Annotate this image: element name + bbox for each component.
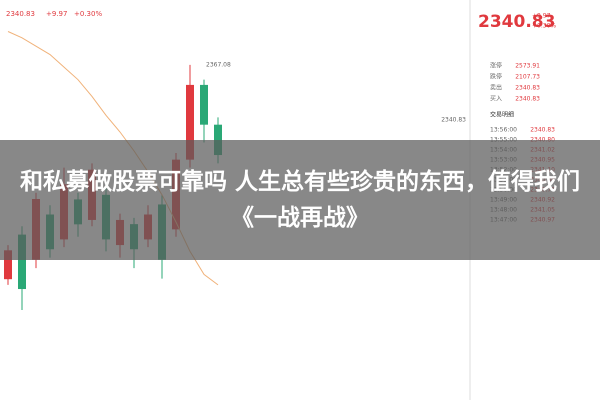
- stat-value: 2340.83: [515, 85, 540, 92]
- ticker-price: 2340.83: [6, 10, 35, 18]
- stat-value: 2340.83: [515, 96, 540, 103]
- candle-body: [186, 84, 194, 160]
- candle-body: [18, 234, 26, 290]
- caption-band: 和私募做股票可靠吗 人生总有些珍贵的东西，值得我们《一战再战》: [0, 140, 600, 260]
- panel-change: +9.97: [532, 13, 551, 20]
- stat-name: 卖出: [490, 84, 502, 92]
- caption: 和私募做股票可靠吗 人生总有些珍贵的东西，值得我们《一战再战》: [20, 169, 581, 231]
- ticker-pct: +0.30%: [74, 10, 102, 18]
- stat-name: 买入: [490, 95, 502, 103]
- trades-title: 交易明细: [490, 111, 514, 119]
- stat-value: 2107.73: [515, 74, 540, 81]
- panel-pct: +0.30%: [532, 23, 556, 30]
- candle-body: [214, 124, 222, 156]
- trade-price: 2340.83: [530, 127, 555, 134]
- candle-body: [200, 84, 208, 125]
- peak-label: 2367.08: [206, 61, 231, 68]
- axis-label: 2340.83: [441, 116, 466, 123]
- panel-price: 2340.83: [478, 12, 555, 32]
- candle-body: [4, 250, 12, 280]
- stat-value: 2573.91: [515, 63, 540, 70]
- stat-name: 涨停: [490, 62, 502, 70]
- trade-time: 13:56:00: [490, 127, 517, 134]
- stat-name: 跌停: [490, 73, 502, 81]
- ticker-change: +9.97: [46, 10, 67, 18]
